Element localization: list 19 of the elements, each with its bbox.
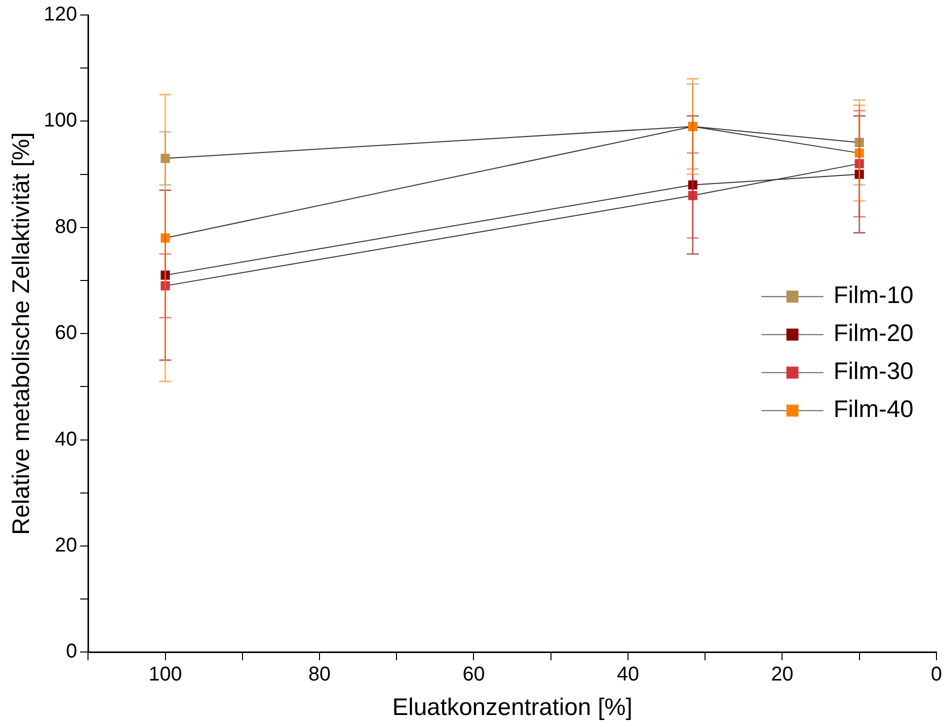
y-tick-label: 80 xyxy=(54,216,78,238)
y-tick-label: 120 xyxy=(44,4,78,26)
x-tick-label: 20 xyxy=(771,664,794,686)
x-tick-label: 60 xyxy=(462,664,485,686)
y-tick-label: 60 xyxy=(54,322,78,344)
y-tick-label: 40 xyxy=(54,428,78,450)
legend-label: Film-30 xyxy=(833,358,914,386)
x-axis-title: Eluatkonzentration [%] xyxy=(392,694,632,722)
legend-label: Film-40 xyxy=(833,396,914,424)
x-tick-label: 0 xyxy=(930,664,942,686)
x-tick-label: 80 xyxy=(308,664,331,686)
y-tick-label: 100 xyxy=(44,110,78,132)
y-tick-label: 20 xyxy=(54,534,78,557)
legend-label: Film-10 xyxy=(833,282,914,310)
y-axis-title: Relative metabolische Zellaktivität [%] xyxy=(8,132,36,536)
y-tick-label: 0 xyxy=(66,640,78,663)
x-tick-label: 40 xyxy=(616,664,640,686)
x-tick-label: 100 xyxy=(148,664,182,686)
legend-label: Film-20 xyxy=(833,320,914,348)
